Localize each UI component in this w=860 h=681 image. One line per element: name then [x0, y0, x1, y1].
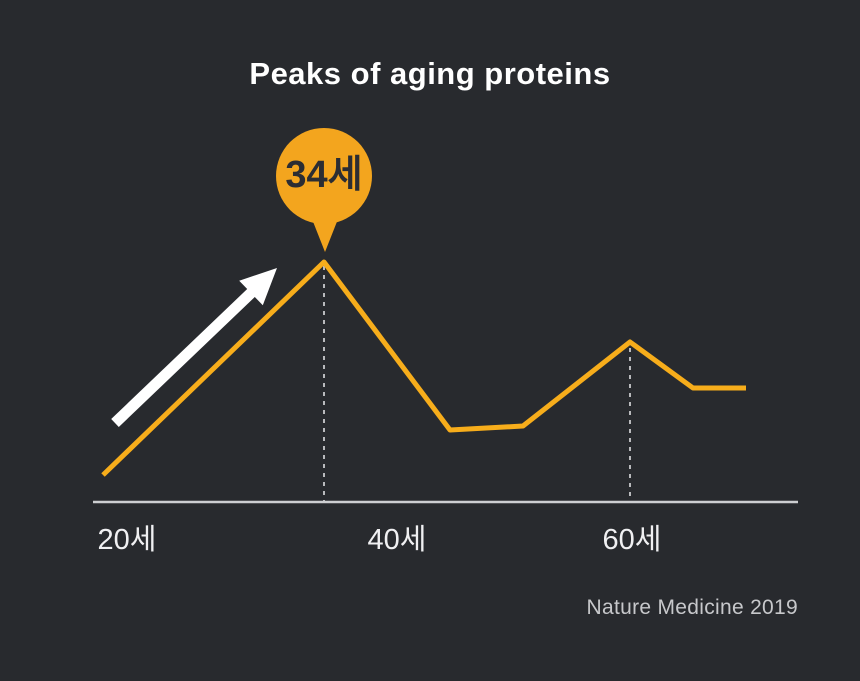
protein-level-line — [101, 259, 746, 477]
x-tick-label: 60세 — [602, 524, 662, 556]
peak-callout-bubble: 34세 — [276, 128, 372, 224]
chart-title: Peaks of aging proteins — [249, 56, 611, 91]
x-tick-label: 20세 — [97, 524, 157, 556]
source-credit: Nature Medicine 2019 — [586, 596, 798, 619]
peak-callout-label: 34세 — [285, 154, 363, 196]
protein-line-series — [101, 259, 746, 477]
peak-marker-lines — [323, 266, 631, 502]
x-tick-label: 40세 — [367, 524, 427, 556]
upward-trend-arrow-icon — [111, 268, 277, 427]
